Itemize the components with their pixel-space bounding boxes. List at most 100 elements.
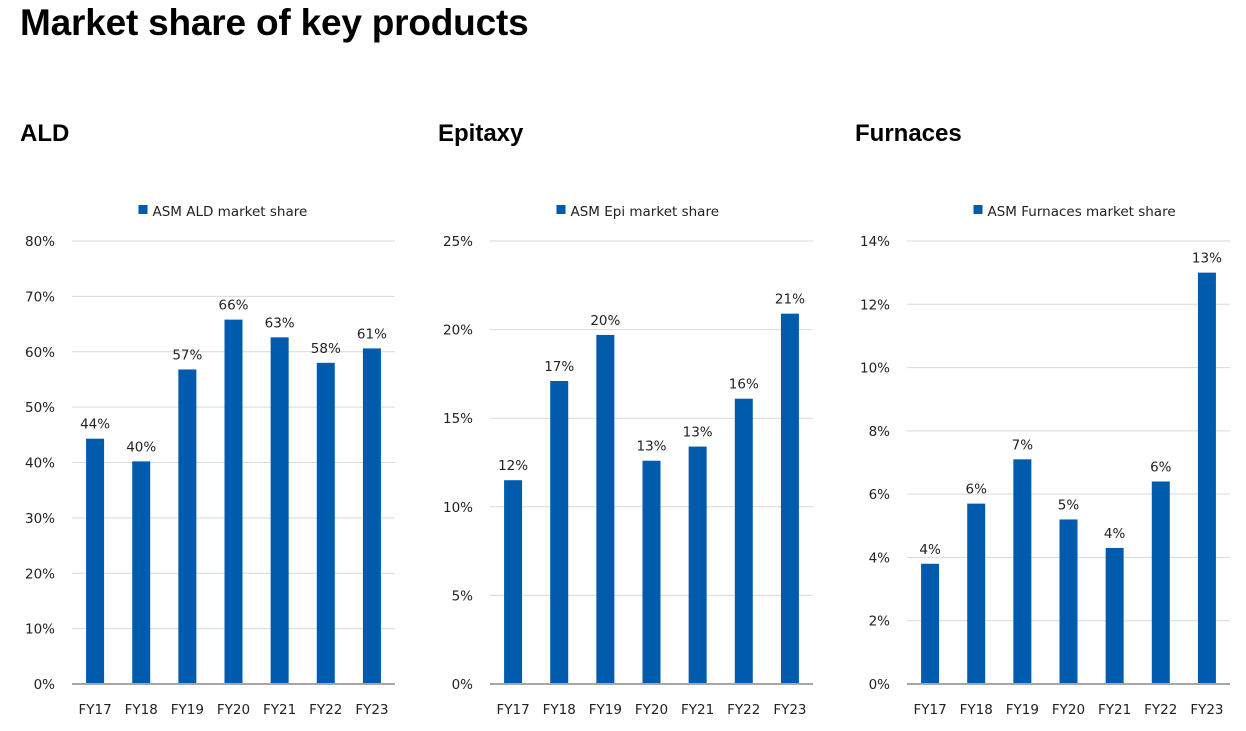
bar [780,313,799,684]
data-label: 12% [498,458,528,474]
y-tick-label: 2% [869,614,891,630]
bar [734,398,753,684]
bar [642,460,661,684]
x-tick-label: FY17 [78,702,111,718]
x-tick-label: FY21 [1098,702,1131,718]
legend: ASM ALD market share [138,204,308,220]
legend-swatch [138,205,148,214]
legend-label: ASM ALD market share [153,204,308,220]
x-tick-label: FY21 [263,702,296,718]
data-label: 13% [1192,251,1222,267]
bar [316,362,335,684]
y-tick-label: 5% [452,588,474,604]
data-label: 20% [590,313,620,329]
chart-panel-epitaxy: Epitaxy ASM Epi market share 0% 5% 10% 15% 20… [438,120,838,731]
legend-swatch [556,205,566,214]
chart-title: Furnaces [855,120,962,147]
bar-chart: ASM Epi market share 0% 5% 10% 15% 20% 25% 12% F… [443,204,813,718]
data-label: 17% [544,359,574,375]
data-label: 57% [172,347,202,363]
bar [362,348,381,684]
bar [132,461,151,684]
y-tick-label: 8% [869,424,891,440]
x-tick-label: FY19 [171,702,204,718]
x-tick-label: FY21 [681,702,714,718]
x-tick-label: FY22 [727,702,760,718]
data-label: 58% [311,341,341,357]
x-tick-label: FY20 [217,702,250,718]
page-title: Market share of key products [20,2,529,43]
data-label: 66% [218,298,248,314]
data-label: 4% [919,542,941,558]
data-label: 4% [1104,526,1126,542]
y-tick-label: 80% [25,234,55,250]
x-tick-label: FY17 [913,702,946,718]
bar [596,334,615,684]
chart-title: ALD [20,120,70,147]
chart-panel-ald: ALD ASM ALD market share 0% 10% 20% 30% 40% 50… [20,120,420,731]
x-tick-label: FY22 [1144,702,1177,718]
y-tick-label: 6% [869,487,891,503]
bar [504,480,523,684]
data-label: 16% [729,377,759,393]
x-tick-label: FY20 [1052,702,1085,718]
y-tick-label: 50% [25,400,55,416]
y-tick-label: 30% [25,511,55,527]
bar [1197,272,1216,684]
data-label: 61% [357,326,387,342]
bar [86,438,105,684]
data-label: 6% [1150,459,1172,475]
bar [1105,547,1124,684]
x-tick-label: FY22 [309,702,342,718]
data-label: 13% [683,425,713,441]
x-tick-label: FY17 [496,702,529,718]
y-tick-label: 60% [25,345,55,361]
y-tick-label: 20% [25,566,55,582]
y-tick-label: 4% [869,550,891,566]
legend-label: ASM Furnaces market share [988,204,1176,220]
bar [1151,481,1170,684]
y-tick-label: 10% [25,622,55,638]
y-tick-label: 12% [860,297,890,313]
x-tick-label: FY18 [125,702,158,718]
bar-chart: ASM ALD market share 0% 10% 20% 30% 40% 50% 60%… [25,204,395,718]
data-label: 21% [775,292,805,308]
x-tick-label: FY18 [543,702,576,718]
y-tick-label: 14% [860,234,890,250]
y-tick-label: 70% [25,289,55,305]
data-label: 5% [1058,497,1080,513]
data-label: 6% [966,482,988,498]
legend-swatch [973,205,983,214]
y-tick-label: 0% [452,677,474,693]
data-label: 44% [80,417,110,433]
x-tick-label: FY18 [960,702,993,718]
chart-title: Epitaxy [438,120,524,147]
x-tick-label: FY23 [773,702,806,718]
bar-chart: ASM Furnaces market share 0% 2% 4% 6% 8% 10% 12… [860,204,1230,718]
bar [1013,459,1032,684]
legend-label: ASM Epi market share [571,204,720,220]
chart-panel-furnaces: Furnaces ASM Furnaces market share 0% 2% 4%… [855,120,1246,731]
bar [550,380,569,684]
x-tick-label: FY23 [1190,702,1223,718]
bar [967,503,986,684]
y-tick-label: 25% [443,234,473,250]
y-tick-label: 40% [25,456,55,472]
bar [224,319,243,684]
bar [921,563,940,684]
data-label: 63% [265,315,295,331]
data-label: 7% [1012,437,1034,453]
bar [688,446,707,684]
data-label: 40% [126,439,156,455]
legend: ASM Furnaces market share [973,204,1176,220]
y-tick-label: 10% [860,361,890,377]
x-tick-label: FY23 [355,702,388,718]
data-label: 13% [636,439,666,455]
bar [270,337,289,684]
y-tick-label: 15% [443,411,473,427]
x-tick-label: FY20 [635,702,668,718]
x-tick-label: FY19 [1006,702,1039,718]
y-tick-label: 10% [443,500,473,516]
x-tick-label: FY19 [589,702,622,718]
y-tick-label: 20% [443,323,473,339]
